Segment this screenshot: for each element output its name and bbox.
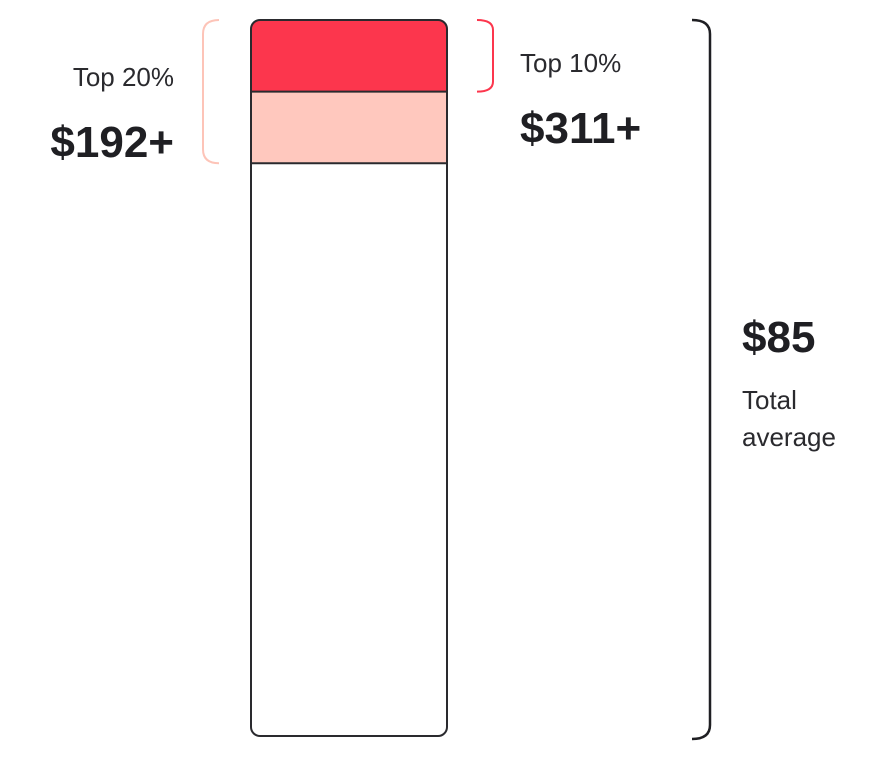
bar-outline — [250, 19, 448, 737]
top20-bracket — [202, 19, 220, 165]
bar-segments — [251, 20, 447, 736]
total-label-line-1: Total — [742, 385, 797, 415]
top10-label: Top 10% — [520, 48, 621, 78]
top10-bracket — [476, 19, 494, 93]
top20-value: $192+ — [50, 118, 174, 167]
top20-label: Top 20% — [73, 62, 174, 92]
bar-segment-top20-fill — [251, 91, 447, 164]
total-bracket — [691, 18, 712, 741]
bar-segment-top10 — [251, 20, 447, 101]
bar-segment-rest — [251, 154, 447, 736]
top10-value: $311+ — [520, 104, 641, 153]
total-label-line-2: average — [742, 422, 836, 452]
total-value: $85 — [742, 313, 815, 362]
